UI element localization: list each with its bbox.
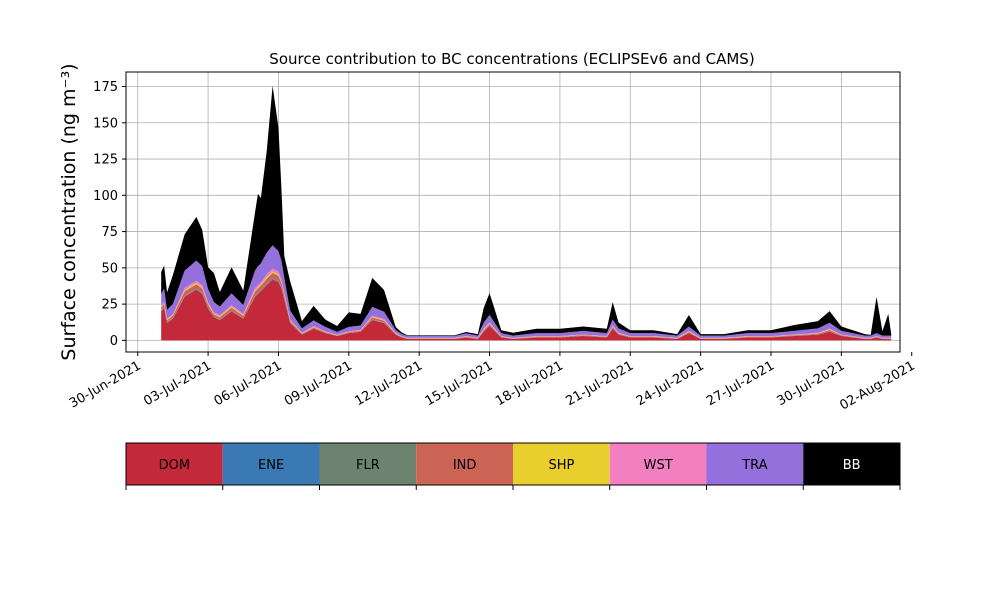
legend-swatch-ind bbox=[416, 443, 513, 485]
y-tick-label: 150 bbox=[93, 116, 118, 131]
series-area-tra bbox=[161, 245, 892, 338]
legend-label-shp: SHP bbox=[548, 458, 574, 473]
chart-title: Source contribution to BC concentrations… bbox=[269, 50, 754, 68]
y-tick-label: 50 bbox=[101, 261, 118, 276]
legend-label-bb: BB bbox=[843, 458, 861, 473]
legend-swatch-flr bbox=[319, 443, 417, 485]
legend-label-tra: TRA bbox=[741, 458, 767, 473]
legend-swatch-shp bbox=[513, 443, 610, 485]
legend-label-ind: IND bbox=[453, 458, 477, 473]
y-tick-label: 0 bbox=[110, 334, 118, 349]
legend-swatch-tra bbox=[706, 443, 804, 485]
legend-label-ene: ENE bbox=[258, 458, 284, 473]
legend-label-flr: FLR bbox=[356, 458, 380, 473]
legend-swatch-ene bbox=[222, 443, 320, 485]
y-tick-label: 100 bbox=[93, 189, 118, 204]
legend: DOM ENE FLR IND SHP WST TRA BB bbox=[125, 442, 901, 490]
y-axis-label: Surface concentration (ng m⁻³) bbox=[58, 63, 80, 360]
y-tick-label: 75 bbox=[101, 225, 118, 240]
legend-swatch-bb bbox=[803, 443, 900, 485]
legend-label-wst: WST bbox=[644, 458, 673, 473]
axes-frame bbox=[125, 71, 901, 353]
legend-label-dom: DOM bbox=[159, 458, 190, 473]
legend-swatch-wst bbox=[609, 443, 707, 485]
y-tick-label: 25 bbox=[101, 298, 118, 313]
y-tick-label: 175 bbox=[93, 80, 118, 95]
series-area-dom bbox=[161, 279, 892, 341]
y-tick-label: 125 bbox=[93, 153, 118, 168]
legend-swatch-dom bbox=[126, 443, 223, 485]
